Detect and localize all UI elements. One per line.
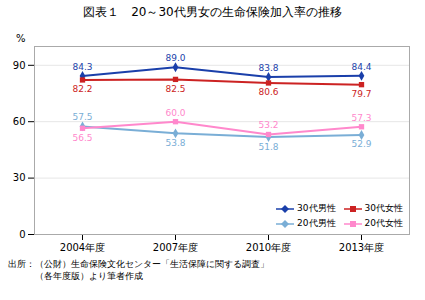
svg-text:60: 60 <box>13 116 26 127</box>
svg-text:30: 30 <box>13 172 26 183</box>
html-text:30代女性: 30代女性 <box>364 203 403 213</box>
html-text:出所：（公財）生命保険文化センター「生活保障に関する調査」: 出所：（公財）生命保険文化センター「生活保障に関する調査」 <box>8 259 269 269</box>
html-text:（各年度版）より筆者作成: （各年度版）より筆者作成 <box>8 271 143 281</box>
svg-text:57.5: 57.5 <box>72 112 92 122</box>
svg-text:90: 90 <box>13 60 26 71</box>
svg-text:2010年度: 2010年度 <box>246 242 291 253</box>
svg-text:60.0: 60.0 <box>165 108 185 118</box>
svg-text:83.8: 83.8 <box>258 63 278 73</box>
svg-text:84.4: 84.4 <box>351 62 371 72</box>
svg-text:53.8: 53.8 <box>165 138 185 148</box>
svg-text:2004年度: 2004年度 <box>60 242 105 253</box>
svg-text:89.0: 89.0 <box>165 53 185 63</box>
svg-text:82.2: 82.2 <box>72 84 92 94</box>
html-text:20代男性: 20代男性 <box>297 218 336 228</box>
svg-text:82.5: 82.5 <box>165 84 185 94</box>
svg-text:80.6: 80.6 <box>258 87 278 97</box>
svg-text:2013年度: 2013年度 <box>339 242 384 253</box>
html-text:20代女性: 20代女性 <box>364 218 403 228</box>
svg-text:79.7: 79.7 <box>351 89 371 99</box>
svg-text:51.8: 51.8 <box>258 142 278 152</box>
svg-text:%: % <box>16 33 26 44</box>
svg-text:52.9: 52.9 <box>351 139 371 149</box>
html-text:図表１ 20～30代男女の生命保険加入率の推移: 図表１ 20～30代男女の生命保険加入率の推移 <box>83 5 342 19</box>
html-text:30代男性: 30代男性 <box>297 203 336 213</box>
svg-text:57.3: 57.3 <box>351 113 371 123</box>
svg-text:53.2: 53.2 <box>258 120 278 130</box>
svg-text:84.3: 84.3 <box>72 62 92 72</box>
svg-text:0: 0 <box>19 229 25 240</box>
svg-text:2007年度: 2007年度 <box>153 242 198 253</box>
svg-text:56.5: 56.5 <box>72 133 92 143</box>
